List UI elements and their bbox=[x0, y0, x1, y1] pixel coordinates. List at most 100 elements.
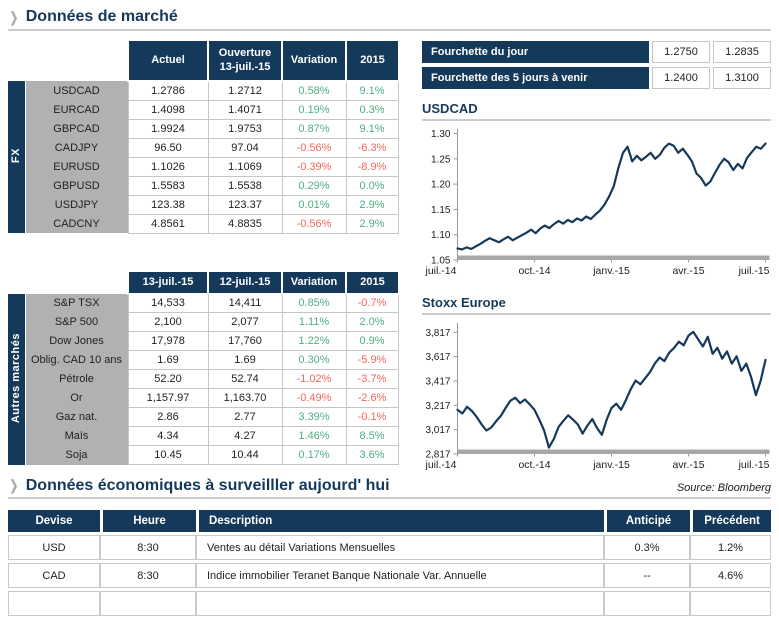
svg-text:juil.-14: juil.-14 bbox=[425, 265, 457, 277]
value-cell: -0.49% bbox=[281, 388, 347, 409]
table-row: USD 8:30 Ventes au détail Variations Mensu… bbox=[8, 535, 771, 561]
devise-cell: USD bbox=[8, 535, 100, 561]
value-cell: 3.6% bbox=[345, 445, 399, 466]
usdcad-chart-block: USDCAD 1.05 1.10 1.15 1.20 1.25 1.30 juil.-14 o… bbox=[422, 101, 771, 277]
column-header: Ouverture 13-juil.-15 bbox=[207, 40, 282, 83]
svg-text:janv.-15: janv.-15 bbox=[592, 459, 630, 471]
row-label: Maïs bbox=[25, 426, 128, 446]
svg-text:1.10: 1.10 bbox=[431, 230, 451, 241]
value-cell: 2,077 bbox=[207, 312, 283, 333]
svg-text:1.30: 1.30 bbox=[431, 129, 451, 140]
value-cell: 2.9% bbox=[345, 213, 399, 234]
value-cell: 123.37 bbox=[207, 194, 283, 215]
value-cell: 1.5583 bbox=[127, 175, 209, 196]
section-title-market-data: Données de marché bbox=[25, 8, 178, 25]
value-cell: -5.9% bbox=[345, 350, 399, 371]
row-label: Dow Jones bbox=[25, 331, 128, 351]
group-label: Autres marchés bbox=[10, 332, 23, 423]
value-cell: 8.5% bbox=[345, 426, 399, 447]
value-cell: 17,978 bbox=[127, 331, 209, 352]
value-cell: 0.01% bbox=[281, 194, 347, 215]
description-cell bbox=[196, 591, 604, 617]
value-cell: 0.85% bbox=[281, 293, 347, 314]
value-cell: 1.4098 bbox=[127, 99, 209, 120]
table-row: GBPCAD 1.9924 1.9753 0.87% 9.1% bbox=[8, 118, 399, 139]
description-cell: Ventes au détail Variations Mensuelles bbox=[196, 535, 604, 561]
range-low-value: 1.2750 bbox=[652, 40, 710, 63]
value-cell: 0.30% bbox=[281, 350, 347, 371]
precedent-cell: 1.2% bbox=[690, 535, 771, 561]
value-cell: -0.39% bbox=[281, 156, 347, 177]
value-cell: 52.74 bbox=[207, 369, 283, 390]
svg-text:2,817: 2,817 bbox=[425, 449, 450, 460]
description-cell: Indice immobilier Teranet Banque Nationa… bbox=[196, 563, 604, 589]
anticipe-cell bbox=[604, 591, 690, 617]
value-cell: -0.7% bbox=[345, 293, 399, 314]
value-cell: 4.8835 bbox=[207, 213, 283, 234]
value-cell: 9.1% bbox=[345, 118, 399, 139]
group-strip: Autres marchés bbox=[8, 293, 26, 465]
table-row: EURUSD 1.1026 1.1069 -0.39% -8.9% bbox=[8, 156, 399, 177]
svg-text:1.25: 1.25 bbox=[431, 154, 451, 165]
heure-cell: 8:30 bbox=[100, 563, 196, 589]
svg-text:3,017: 3,017 bbox=[425, 425, 450, 436]
range-table: Fourchette du jour 1.2750 1.2835 Fourchette… bbox=[422, 40, 771, 89]
row-label: S&P 500 bbox=[25, 312, 128, 332]
value-cell: 1.5538 bbox=[207, 175, 283, 196]
table-row: CADJPY 96.50 97.04 -0.56% -6.3% bbox=[8, 137, 399, 158]
value-cell: 52.20 bbox=[127, 369, 209, 390]
svg-text:juil.-14: juil.-14 bbox=[425, 459, 457, 471]
value-cell: 1.1069 bbox=[207, 156, 283, 177]
row-label: Gaz nat. bbox=[25, 407, 128, 427]
svg-text:oct.-14: oct.-14 bbox=[518, 265, 550, 277]
range-row: Fourchette du jour 1.2750 1.2835 bbox=[422, 40, 771, 63]
row-label: GBPCAD bbox=[25, 119, 128, 139]
value-cell: -3.7% bbox=[345, 369, 399, 390]
table-row: CAD 8:30 Indice immobilier Teranet Banque … bbox=[8, 563, 771, 589]
column-header: Devise bbox=[8, 510, 100, 533]
group-label: FX bbox=[10, 148, 23, 164]
row-label: Or bbox=[25, 388, 128, 408]
table-row: Or 1,157.97 1,163.70 -0.49% -2.6% bbox=[8, 388, 399, 409]
svg-text:juil.-15: juil.-15 bbox=[738, 459, 770, 471]
stoxx-chart-block: Stoxx Europe 2,817 3,017 3,217 3,417 3,617 3,… bbox=[422, 295, 771, 471]
value-cell: 14,533 bbox=[127, 293, 209, 314]
usdcad-chart-title: USDCAD bbox=[422, 101, 771, 121]
value-cell: 1.9924 bbox=[127, 118, 209, 139]
economic-data-section-header: ❯ Données économiques à surveilller aujo… bbox=[8, 477, 771, 500]
table-row: Autres marchés S&P TSX 14,533 14,411 0.85% -0… bbox=[8, 293, 399, 465]
value-cell: 1,157.97 bbox=[127, 388, 209, 409]
value-cell: 1.9753 bbox=[207, 118, 283, 139]
range-row: Fourchette des 5 jours à venir 1.2400 1.31… bbox=[422, 66, 771, 89]
value-cell: 0.19% bbox=[281, 99, 347, 120]
source-note: Source: Bloomberg bbox=[676, 482, 771, 495]
stoxx-chart-title: Stoxx Europe bbox=[422, 295, 771, 315]
value-cell: 10.44 bbox=[207, 445, 283, 466]
devise-cell: CAD bbox=[8, 563, 100, 589]
value-cell: 97.04 bbox=[207, 137, 283, 158]
column-header: Variation bbox=[281, 40, 346, 83]
range-low-value: 1.2400 bbox=[652, 66, 710, 89]
value-cell: 0.9% bbox=[345, 331, 399, 352]
column-header: 2015 bbox=[345, 271, 398, 295]
range-high-value: 1.2835 bbox=[713, 40, 771, 63]
row-label: Soja bbox=[25, 445, 128, 465]
heure-cell: 8:30 bbox=[100, 535, 196, 561]
column-header: Anticipé bbox=[604, 510, 690, 533]
table-row: S&P 500 2,100 2,077 1.11% 2.0% bbox=[8, 312, 399, 333]
market-data-section-header: ❯ Données de marché bbox=[8, 8, 771, 31]
value-cell: 1.2712 bbox=[207, 80, 283, 101]
row-label: Oblig. CAD 10 ans bbox=[25, 350, 128, 370]
value-cell: 4.27 bbox=[207, 426, 283, 447]
devise-cell bbox=[8, 591, 100, 617]
value-cell: 4.34 bbox=[127, 426, 209, 447]
svg-text:janv.-15: janv.-15 bbox=[592, 265, 630, 277]
value-cell: 2.0% bbox=[345, 312, 399, 333]
value-cell: 0.87% bbox=[281, 118, 347, 139]
value-cell: 2.86 bbox=[127, 407, 209, 428]
column-header: 13-juil.-15 bbox=[127, 271, 208, 295]
row-label: USDCAD bbox=[25, 81, 128, 101]
value-cell: -2.6% bbox=[345, 388, 399, 409]
anticipe-cell: 0.3% bbox=[604, 535, 690, 561]
value-cell: 1.11% bbox=[281, 312, 347, 333]
